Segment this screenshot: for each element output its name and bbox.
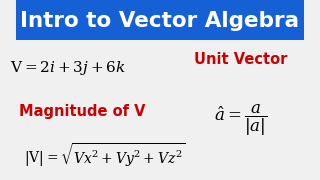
Text: $\hat{a} = \dfrac{a}{|a|}$: $\hat{a} = \dfrac{a}{|a|}$ <box>214 103 268 138</box>
Text: Unit Vector: Unit Vector <box>194 52 288 67</box>
Text: Intro to Vector Algebra: Intro to Vector Algebra <box>20 11 300 31</box>
Text: $\mathrm{V} = 2i + 3j + 6k$: $\mathrm{V} = 2i + 3j + 6k$ <box>10 59 125 77</box>
Text: $|\mathrm{V}| = \sqrt{Vx^2 + Vy^2 + Vz^2}$: $|\mathrm{V}| = \sqrt{Vx^2 + Vy^2 + Vz^2… <box>24 141 186 169</box>
Text: Magnitude of V: Magnitude of V <box>19 104 145 119</box>
FancyBboxPatch shape <box>16 0 304 40</box>
